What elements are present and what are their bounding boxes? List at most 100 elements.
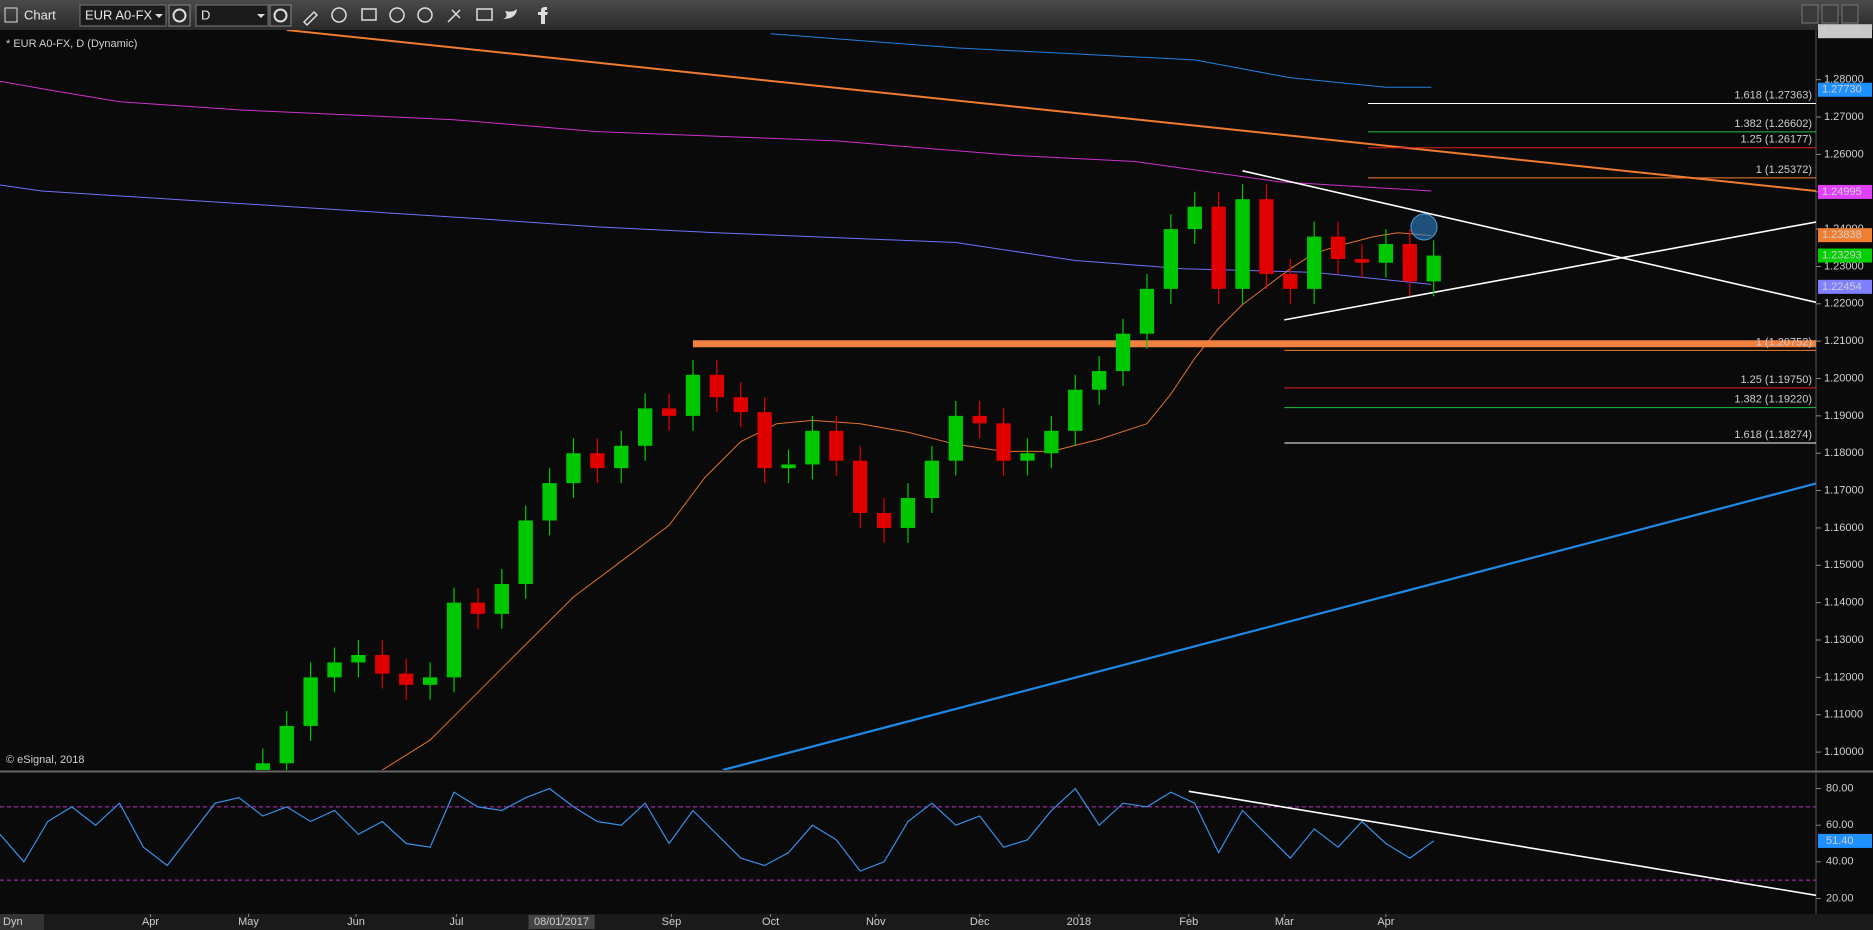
- overlay-line: [286, 30, 1816, 192]
- interval-text: D: [201, 7, 210, 22]
- x-tick-label: Oct: [762, 916, 779, 928]
- candle-body: [1091, 371, 1107, 390]
- y-tick-label: 1.23000: [1824, 260, 1864, 272]
- settings-icon: [172, 8, 187, 23]
- candle-body: [351, 654, 366, 663]
- candle-body: [685, 374, 701, 416]
- highlight-circle: [1410, 213, 1438, 241]
- candle-body: [781, 464, 796, 469]
- value-flag-label: 51.40: [1826, 835, 1854, 847]
- y-tick-label: 1.27000: [1824, 111, 1864, 123]
- study-tool[interactable]: [361, 8, 377, 21]
- candle-body: [900, 498, 916, 528]
- candle-body: [924, 460, 940, 499]
- close-button[interactable]: [1841, 4, 1859, 24]
- candle-body: [637, 408, 653, 446]
- x-tick-label: Apr: [142, 916, 159, 928]
- y-tick-label: 1.19000: [1824, 410, 1864, 422]
- price-flag-label: 1.29298: [1822, 25, 1862, 37]
- fib-label: 1 (1.25372): [1756, 164, 1812, 176]
- candle-body: [1402, 244, 1417, 282]
- candle-body: [709, 374, 725, 398]
- candle-body: [303, 677, 318, 726]
- dropdown-arrow[interactable]: [155, 14, 163, 18]
- fib-label: 1.618 (1.27363): [1734, 89, 1812, 101]
- candle-body: [1068, 389, 1083, 431]
- price-flag: [1818, 82, 1872, 97]
- candle-body: [375, 654, 390, 674]
- candle-body: [1354, 258, 1370, 263]
- alert-tool[interactable]: [417, 7, 433, 23]
- y-tick-label: 1.10000: [1824, 746, 1864, 758]
- x-tick-label: Jun: [347, 916, 365, 928]
- y-tick-label: 1.18000: [1824, 447, 1864, 459]
- y-tick-label: 1.16000: [1824, 522, 1864, 534]
- rsi-trendline: [1188, 790, 1816, 897]
- candle-body: [1235, 199, 1250, 289]
- candle-body: [542, 483, 557, 521]
- price-flag: [1818, 228, 1872, 243]
- minimize-button[interactable]: [1801, 4, 1819, 24]
- x-tick-label: May: [238, 916, 259, 928]
- interval-input[interactable]: [195, 4, 269, 27]
- link-tool[interactable]: [447, 9, 461, 23]
- y-tick-label: 1.12000: [1824, 671, 1864, 683]
- y-tick-label: 60.00: [1826, 819, 1854, 831]
- axes: 1.10000 1.11000 1.12000 1.13000 1.14000 1.150…: [142, 24, 1872, 929]
- y-tick-label: 1.28000: [1824, 74, 1864, 86]
- candle-body: [446, 602, 462, 678]
- candle-body: [1044, 430, 1059, 454]
- window-title: Chart: [24, 7, 56, 22]
- y-tick-label: 1.15000: [1824, 559, 1864, 571]
- comment-tool[interactable]: [476, 8, 493, 21]
- main-panel: [0, 30, 1816, 770]
- overlay-line: [722, 482, 1816, 770]
- symbol-text: EUR A0-FX: [85, 7, 153, 22]
- dropdown-arrow[interactable]: [257, 14, 265, 18]
- y-tick-label: 1.22000: [1824, 298, 1864, 310]
- candle-body: [1307, 236, 1322, 289]
- fib-label: 1.382 (1.26602): [1734, 118, 1812, 130]
- symbol-input[interactable]: [79, 4, 167, 27]
- x-tick-label: Jul: [449, 916, 463, 928]
- candle-body: [1211, 206, 1226, 289]
- y-tick-label: 1.26000: [1824, 148, 1864, 160]
- rsi-line: [0, 787, 1435, 872]
- y-tick-label: 1.13000: [1824, 634, 1864, 646]
- chart-title: * EUR A0-FX, D (Dynamic): [6, 38, 137, 50]
- candle-body: [518, 520, 533, 584]
- settings-button[interactable]: [168, 4, 191, 27]
- fib-label: 1.618 (1.18274): [1734, 429, 1812, 441]
- facebook-button[interactable]: [538, 7, 548, 24]
- candle-body: [1378, 244, 1394, 263]
- y-tick-label: 1.14000: [1824, 597, 1864, 609]
- play-tool[interactable]: [389, 7, 405, 23]
- candle-body: [853, 460, 868, 513]
- candle-body: [972, 415, 987, 424]
- candle-body: [1187, 206, 1202, 230]
- x-tick-label: Mar: [1275, 916, 1294, 928]
- rsi-plot: [0, 787, 1816, 897]
- overlay-line: [770, 33, 1432, 88]
- time-button[interactable]: [269, 4, 292, 27]
- candle-body: [494, 583, 509, 614]
- candle-body: [1426, 255, 1441, 282]
- refresh-tool[interactable]: [331, 7, 347, 23]
- y-tick-label: 1.17000: [1824, 484, 1864, 496]
- fib-label: 1 (1.20752): [1756, 336, 1812, 348]
- value-flag: [1818, 833, 1872, 848]
- candle-body: [876, 512, 892, 528]
- candle-body: [996, 423, 1011, 461]
- twitter-button[interactable]: [503, 9, 517, 19]
- candle-body: [805, 430, 820, 465]
- y-tick-label: 1.21000: [1824, 335, 1864, 347]
- copyright: © eSignal, 2018: [6, 754, 84, 766]
- draw-tool[interactable]: [302, 10, 319, 27]
- price-flag: [1818, 24, 1872, 39]
- mode-box[interactable]: [0, 914, 44, 930]
- candle-body: [829, 430, 844, 461]
- chart-icon: [4, 7, 18, 23]
- overlay-line: [0, 80, 1432, 192]
- maximize-button[interactable]: [1821, 4, 1839, 24]
